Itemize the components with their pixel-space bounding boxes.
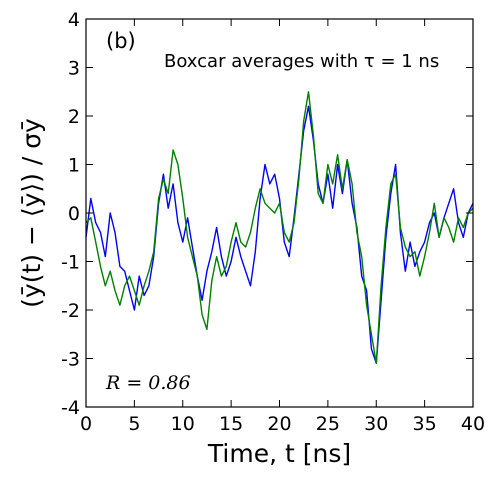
plot-lines <box>86 92 473 364</box>
x-tick-label: 5 <box>128 413 140 435</box>
ticks <box>86 19 473 407</box>
plot-frame <box>86 19 473 407</box>
x-axis-title: Time, t [ns] <box>207 439 351 468</box>
x-tick-label: 25 <box>316 413 340 435</box>
y-tick-label: -2 <box>61 300 80 322</box>
y-tick-label: 3 <box>68 58 80 80</box>
series-line-1 <box>86 106 473 363</box>
series-line-2 <box>86 92 473 364</box>
y-axis-title: (ȳ(t) − ⟨ȳ⟩) / σȳ <box>17 118 46 308</box>
y-tick-label: -1 <box>61 252 80 274</box>
y-tick-label: -3 <box>61 349 80 371</box>
x-tick-label: 20 <box>267 413 291 435</box>
y-tick-label: 2 <box>68 106 80 128</box>
x-tick-label: 10 <box>171 413 195 435</box>
correlation-annotation: R = 0.86 <box>105 372 191 394</box>
panel-label: (b) <box>106 29 136 53</box>
chart-title: Boxcar averages with τ = 1 ns <box>164 51 439 72</box>
y-tick-label: -4 <box>61 397 80 419</box>
x-tick-label: 40 <box>461 413 485 435</box>
x-tick-label: 30 <box>364 413 388 435</box>
y-tick-label: 1 <box>68 155 80 177</box>
x-tick-label: 15 <box>219 413 243 435</box>
y-tick-label: 4 <box>68 9 80 31</box>
x-tick-label: 0 <box>80 413 92 435</box>
x-tick-label: 35 <box>413 413 437 435</box>
y-tick-label: 0 <box>68 203 80 225</box>
